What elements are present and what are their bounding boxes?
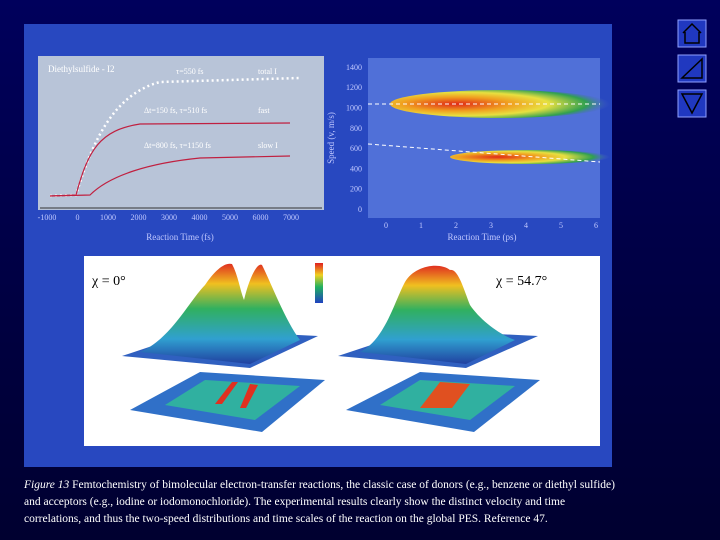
x-tick-label: 0 xyxy=(384,221,388,230)
x-tick-label: 4 xyxy=(524,221,528,230)
y-tick-label: 200 xyxy=(350,185,362,194)
x-tick-label: 5 xyxy=(559,221,563,230)
left-panel-title: Diethylsulfide - I2 xyxy=(48,64,115,74)
slow-curve xyxy=(49,155,291,197)
annotation: slow I xyxy=(258,141,278,150)
x-tick-label: 4000 xyxy=(192,213,208,222)
left-x-label: Reaction Time (fs) xyxy=(146,232,214,242)
y-tick-label: 400 xyxy=(350,164,362,173)
x-tick-label: 2000 xyxy=(131,213,147,222)
x-tick-label: 1 xyxy=(419,221,423,230)
annotation: fast xyxy=(258,106,270,115)
left-plot-area xyxy=(38,56,324,210)
color-bar xyxy=(315,263,323,303)
annotation: Δt=150 fs, τ=510 fs xyxy=(144,106,207,115)
x-tick-label: 3 xyxy=(489,221,493,230)
nav-home[interactable] xyxy=(677,19,707,48)
fast-band xyxy=(390,90,610,118)
left-surface xyxy=(122,263,325,432)
x-tick-label: 6000 xyxy=(253,213,269,222)
x-tick-label: 7000 xyxy=(283,213,299,222)
y-tick-label: 1400 xyxy=(346,63,362,72)
y-tick-label: 0 xyxy=(358,205,362,214)
y-tick-label: 600 xyxy=(350,144,362,153)
caption: Figure 13 Femtochemistry of bimolecular … xyxy=(24,477,616,528)
caption-label: Figure 13 xyxy=(24,479,70,491)
annotation: τ=550 fs xyxy=(176,67,204,76)
caption-text: Femtochemistry of bimolecular electron-t… xyxy=(24,479,615,525)
slow-line xyxy=(367,143,601,163)
y-tick-label: 1000 xyxy=(346,104,362,113)
right-plot-area xyxy=(368,58,600,218)
annotation: Δt=800 fs, τ=1150 fs xyxy=(144,141,211,150)
right-angle: χ = 54.7° xyxy=(495,274,547,289)
x-tick-label: 3000 xyxy=(161,213,177,222)
y-tick-label: 1200 xyxy=(346,83,362,92)
x-tick-label: -1000 xyxy=(38,213,57,222)
fast-curve xyxy=(49,122,291,197)
x-tick-label: 1000 xyxy=(100,213,116,222)
right-ticks: 0 200 400 600 800 1000 1200 1400 0 1 2 3 4 5 6 xyxy=(346,63,598,230)
right-y-label: Speed (v, m/s) xyxy=(326,112,336,164)
y-tick-label: 800 xyxy=(350,124,362,133)
annotation: total I xyxy=(258,67,277,76)
left-x-ticks: -1000 0 1000 2000 3000 4000 5000 6000 7000 xyxy=(38,213,299,222)
right-x-label: Reaction Time (ps) xyxy=(448,232,517,242)
x-tick-label: 2 xyxy=(454,221,458,230)
nav-previous[interactable] xyxy=(677,54,707,83)
right-surface xyxy=(338,265,540,432)
nav-next[interactable] xyxy=(677,89,707,118)
x-tick-label: 0 xyxy=(76,213,80,222)
x-tick-label: 6 xyxy=(594,221,598,230)
left-angle: χ = 0° xyxy=(91,274,126,289)
x-tick-label: 5000 xyxy=(222,213,238,222)
